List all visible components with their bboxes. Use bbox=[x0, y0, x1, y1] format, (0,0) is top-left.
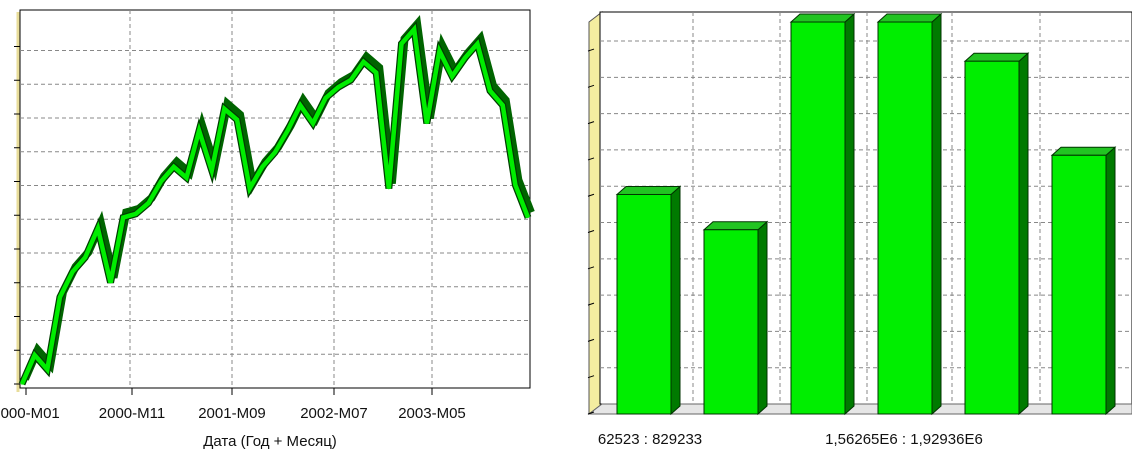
left-series-point bbox=[135, 213, 137, 215]
left-series-point bbox=[210, 169, 213, 172]
right-bar-top bbox=[615, 185, 682, 195]
left-series-point bbox=[438, 50, 441, 52]
left-series-point bbox=[299, 104, 302, 107]
left-series-point bbox=[463, 57, 466, 59]
right-bar bbox=[616, 193, 672, 415]
left-series-point bbox=[33, 354, 36, 356]
left-series-point bbox=[185, 176, 188, 179]
left-series-point bbox=[413, 28, 415, 31]
left-chart-series bbox=[18, 14, 535, 386]
left-series-point bbox=[261, 166, 264, 168]
left-series-point bbox=[476, 42, 479, 45]
line-chart: 2000-M01 2000-M11 2001-M09 2002-M07 2003-M05… bbox=[0, 9, 535, 450]
bar-chart: 62523 : 829233 1,56265E6 : 1,92936E6 bbox=[587, 10, 1132, 448]
right-bar-side bbox=[1105, 146, 1116, 416]
right-y-tick-mark bbox=[587, 157, 595, 161]
left-series-point bbox=[71, 270, 74, 273]
right-x-tick-label: 1,56265E6 : 1,92936E6 bbox=[825, 431, 983, 448]
right-y-tick-mark bbox=[587, 121, 595, 125]
left-series-point bbox=[400, 42, 403, 45]
right-bar-top bbox=[963, 52, 1030, 62]
left-series-point bbox=[324, 97, 327, 99]
right-bar-top bbox=[1050, 146, 1117, 156]
left-chart-y-ticks bbox=[14, 46, 20, 385]
left-series-point bbox=[489, 89, 491, 92]
left-series-point bbox=[46, 368, 49, 371]
right-y-tick-mark bbox=[587, 411, 595, 415]
right-chart-gridlines bbox=[600, 12, 1132, 404]
left-series-point bbox=[514, 184, 517, 186]
right-bar bbox=[703, 229, 759, 415]
right-bar-side bbox=[931, 12, 942, 416]
left-chart-plot-area bbox=[19, 9, 531, 389]
left-series-point bbox=[248, 187, 251, 190]
right-y-tick-mark bbox=[587, 230, 595, 233]
left-series-point bbox=[527, 216, 529, 219]
left-series-point bbox=[21, 383, 23, 385]
left-chart-x-axis-title: Дата (Год + Месяц) bbox=[203, 433, 337, 450]
right-bar-side bbox=[670, 185, 681, 416]
left-series-point bbox=[337, 86, 340, 88]
left-series-point bbox=[198, 129, 200, 132]
right-y-tick-mark bbox=[587, 375, 595, 379]
right-bar-top bbox=[789, 13, 856, 23]
right-bar bbox=[790, 21, 846, 415]
left-series-point bbox=[84, 256, 87, 259]
left-x-tick-label: 2002-M07 bbox=[300, 405, 368, 422]
right-chart-bars bbox=[615, 12, 1117, 416]
left-series-point bbox=[375, 71, 378, 74]
left-series-point bbox=[160, 180, 162, 183]
right-y-tick-mark bbox=[587, 48, 595, 52]
right-bar-side bbox=[1018, 52, 1029, 416]
left-series-point bbox=[122, 216, 124, 219]
left-series-point bbox=[236, 118, 238, 121]
right-y-tick-mark bbox=[587, 84, 595, 88]
right-y-tick-mark bbox=[587, 338, 595, 342]
right-bar-side bbox=[844, 12, 855, 416]
left-series-point bbox=[426, 122, 428, 125]
left-x-tick-label: 2000-M11 bbox=[99, 405, 165, 422]
right-bar bbox=[1051, 154, 1107, 415]
left-chart-x-ticks: 2000-M01 2000-M11 2001-M09 2002-M07 2003-M05 bbox=[0, 388, 466, 422]
right-bar-top bbox=[876, 13, 943, 23]
left-series-point bbox=[223, 108, 226, 110]
left-series-point bbox=[274, 151, 276, 154]
left-series-point bbox=[97, 227, 99, 230]
right-bar-top bbox=[702, 221, 769, 231]
left-series-point bbox=[501, 104, 504, 107]
left-series-point bbox=[388, 187, 390, 190]
left-series-point bbox=[362, 61, 365, 63]
left-x-tick-label: 2003-M05 bbox=[398, 405, 466, 422]
left-series-point bbox=[147, 202, 150, 204]
right-bar bbox=[964, 60, 1020, 415]
left-x-tick-label: 2000-M01 bbox=[0, 405, 60, 422]
right-y-tick-mark bbox=[587, 302, 595, 306]
right-chart-y-ticks bbox=[587, 48, 595, 415]
right-x-tick-label: 62523 : 829233 bbox=[598, 431, 702, 448]
left-series-point bbox=[109, 281, 112, 284]
left-x-tick-label: 2001-M09 bbox=[198, 405, 266, 422]
left-series-point bbox=[312, 122, 314, 125]
left-series-point bbox=[59, 296, 61, 298]
right-bar bbox=[877, 21, 933, 415]
left-series-point bbox=[350, 79, 352, 81]
left-series-point bbox=[451, 75, 453, 78]
left-series-point bbox=[173, 166, 175, 168]
right-chart-x-ticks: 62523 : 829233 1,56265E6 : 1,92936E6 bbox=[598, 431, 983, 448]
left-series-point bbox=[286, 129, 289, 132]
right-bar-side bbox=[757, 220, 768, 416]
right-y-tick-mark bbox=[587, 193, 595, 197]
right-y-tick-mark bbox=[587, 266, 595, 270]
